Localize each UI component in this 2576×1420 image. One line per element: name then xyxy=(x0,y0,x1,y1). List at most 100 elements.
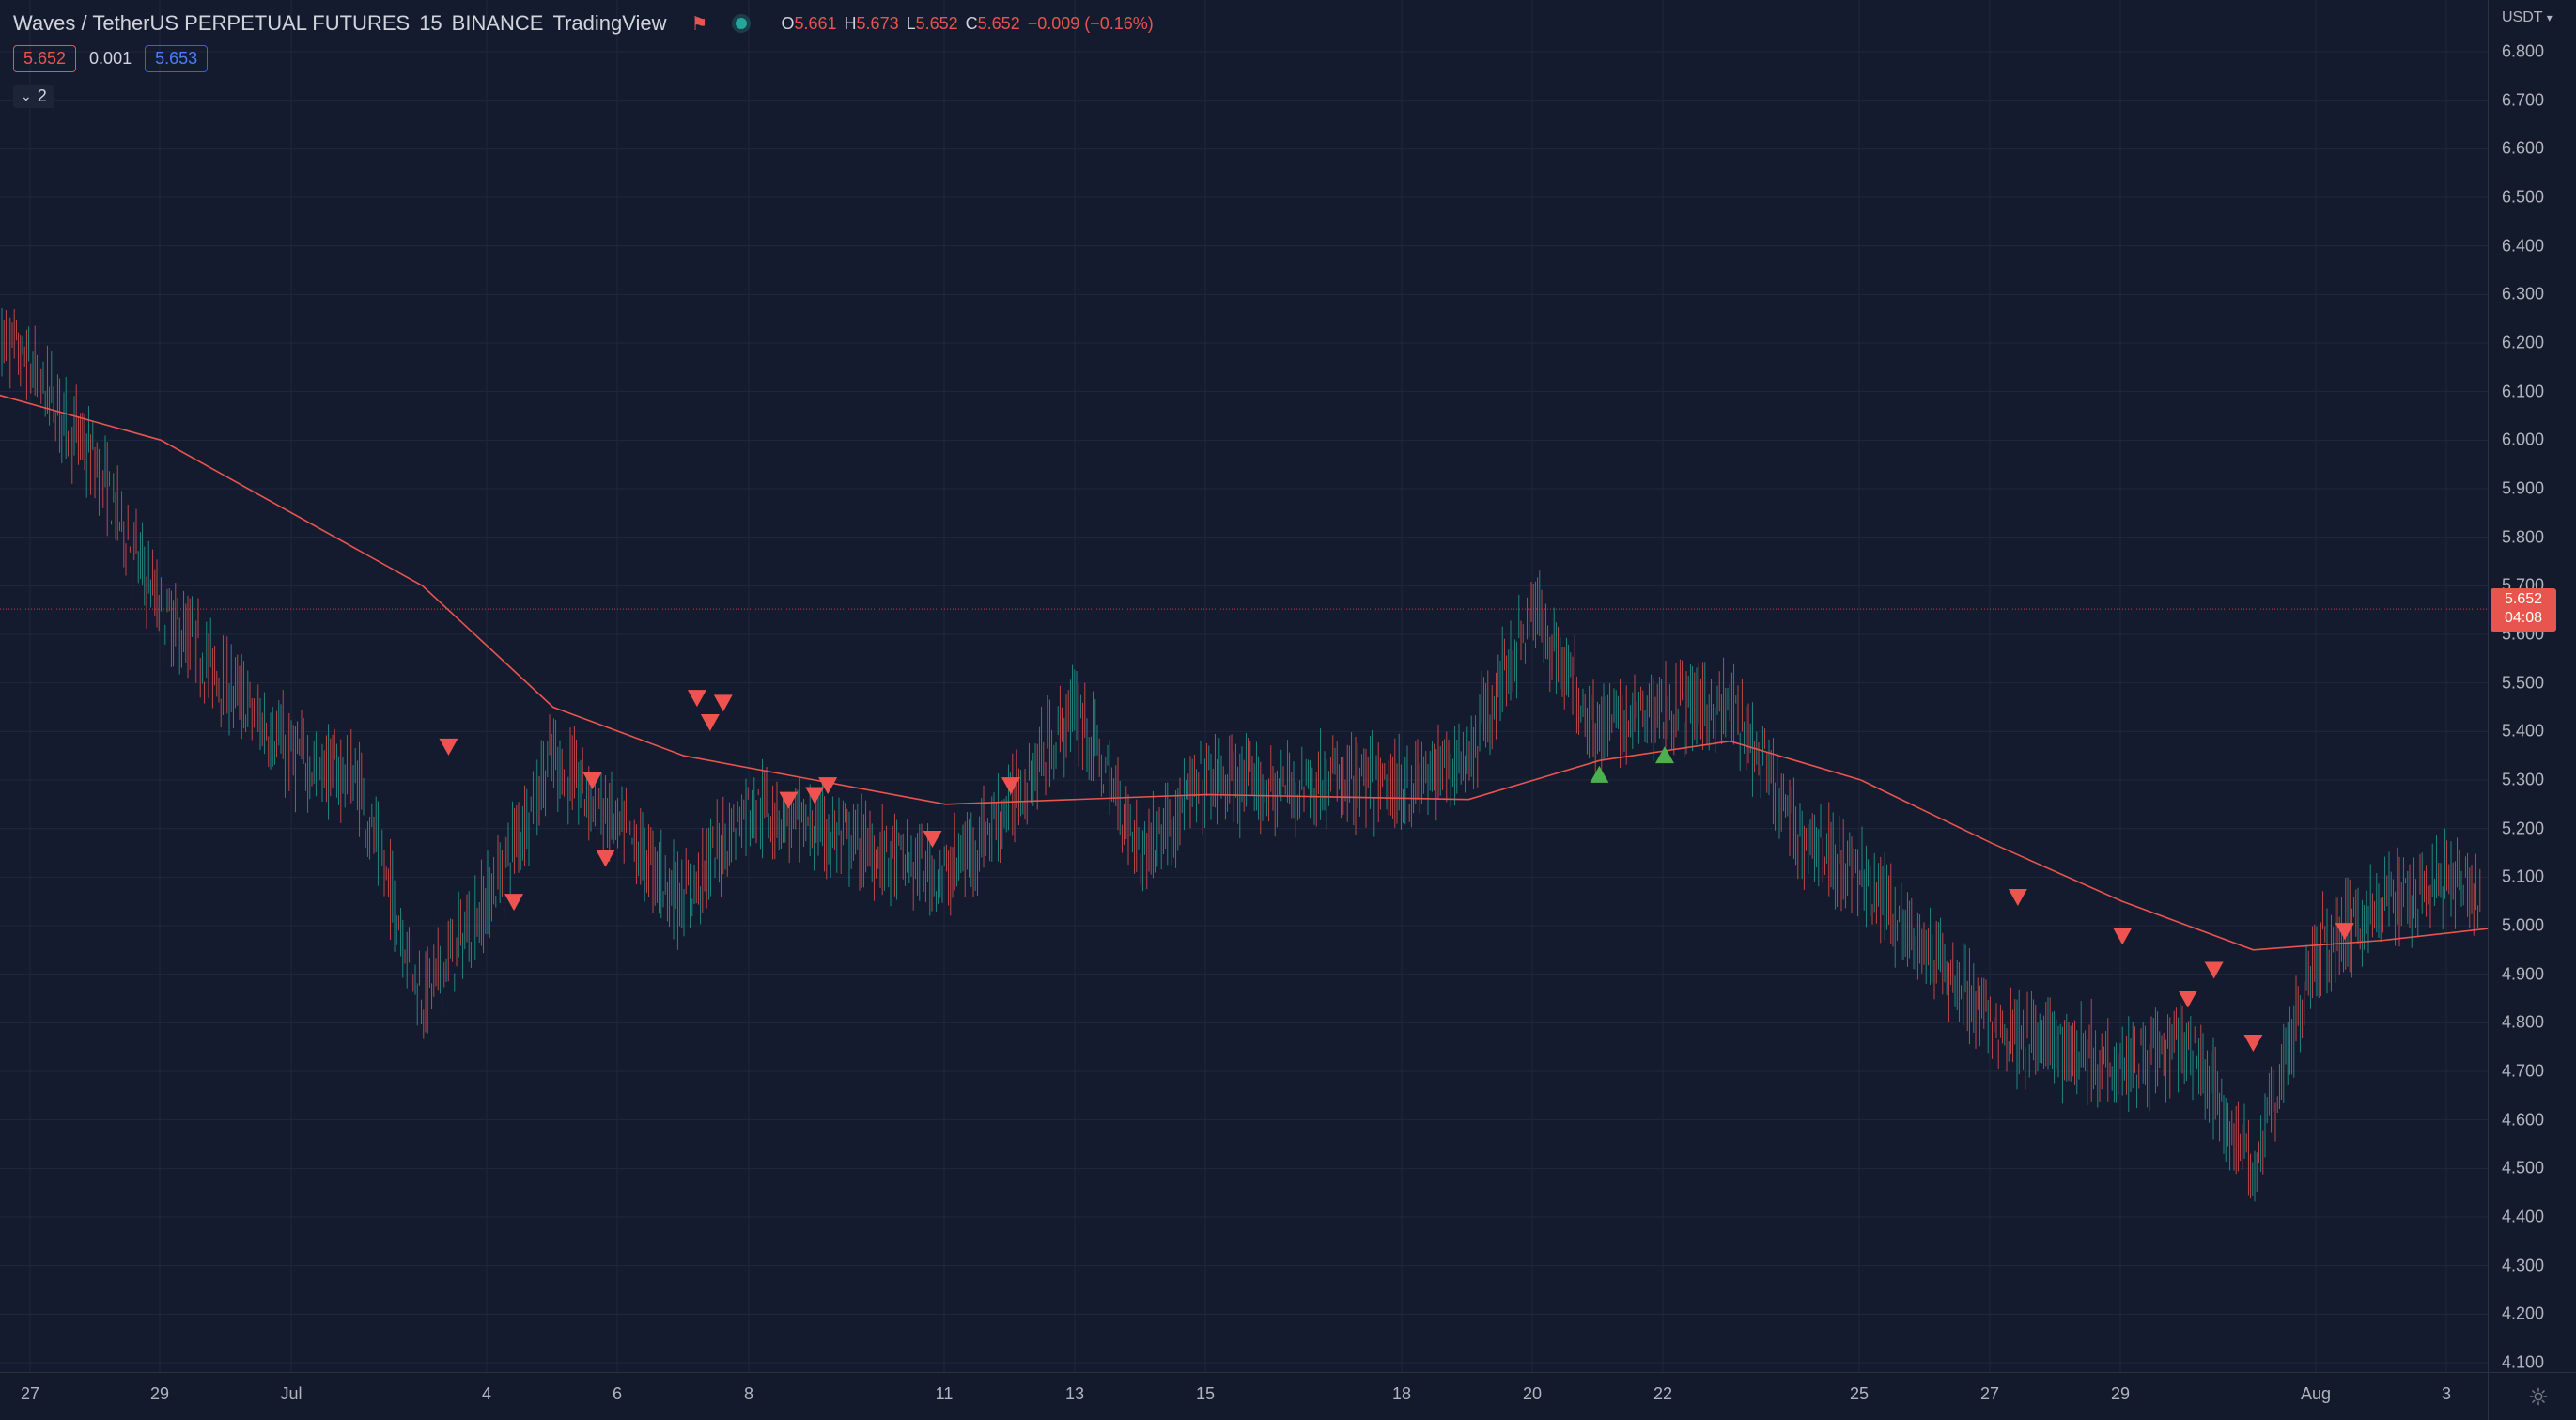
chart-pane[interactable]: Waves / TetherUS PERPETUAL FUTURES 15 BI… xyxy=(0,0,2488,1372)
price-scale[interactable]: USDT ▾ 6.800 6.700 6.600 6.500 6.400 6.300 6.2… xyxy=(2488,0,2576,1372)
time-tick: 18 xyxy=(1391,1384,1412,1403)
scale-settings-corner[interactable] xyxy=(2488,1372,2576,1420)
sell-signal-marker xyxy=(805,787,825,804)
price-tick: 6.400 xyxy=(2502,236,2545,256)
bar-countdown: 04:08 xyxy=(2504,610,2543,627)
spread-value: 0.001 xyxy=(89,49,132,68)
time-tick: Jul xyxy=(280,1384,303,1403)
price-tick: 6.000 xyxy=(2502,429,2545,449)
exchange-label: BINANCE xyxy=(451,11,544,35)
currency-label: USDT xyxy=(2502,9,2543,25)
sell-signal-marker xyxy=(2243,1035,2263,1053)
price-tick: 4.500 xyxy=(2502,1158,2545,1178)
ohlc-open-label: O xyxy=(781,13,795,33)
buy-price-button[interactable]: 5.653 xyxy=(145,45,209,72)
buy-signal-marker xyxy=(1590,765,1609,783)
ohlc-high-label: H xyxy=(844,13,857,33)
chevron-down-icon: ▾ xyxy=(2546,11,2553,24)
sell-signal-marker xyxy=(439,738,458,756)
sell-signal-marker xyxy=(818,777,838,795)
price-tick: 4.400 xyxy=(2502,1207,2545,1226)
sell-signal-marker xyxy=(2008,889,2027,907)
time-tick: 3 xyxy=(2441,1384,2452,1403)
price-tick: 5.100 xyxy=(2502,866,2545,886)
sell-signal-marker xyxy=(2113,928,2133,945)
sell-signal-marker xyxy=(700,714,720,732)
time-tick: 13 xyxy=(1064,1384,1085,1403)
sell-signal-marker xyxy=(779,791,799,809)
ohlc-close-label: C xyxy=(965,13,978,33)
price-tick: 6.500 xyxy=(2502,187,2545,207)
time-tick: 20 xyxy=(1522,1384,1543,1403)
price-tick: 5.400 xyxy=(2502,721,2545,741)
indicators-toggle[interactable]: ⌄ 2 xyxy=(13,85,54,108)
price-tick: 5.500 xyxy=(2502,673,2545,693)
moving-average-line xyxy=(0,394,2488,951)
price-tick: 5.900 xyxy=(2502,478,2545,498)
time-tick: 25 xyxy=(1849,1384,1870,1403)
last-price-label: 5.652 04:08 xyxy=(2491,588,2556,632)
sell-signal-marker xyxy=(2204,961,2224,979)
time-tick: 29 xyxy=(149,1384,170,1403)
price-tick: 4.200 xyxy=(2502,1303,2545,1323)
sell-signal-marker xyxy=(2178,991,2197,1008)
ohlc-low-value: 5.652 xyxy=(915,13,958,33)
sell-price-button[interactable]: 5.652 xyxy=(13,45,77,72)
sell-signal-marker xyxy=(687,690,706,708)
price-tick: 5.800 xyxy=(2502,527,2545,547)
price-tick: 5.300 xyxy=(2502,770,2545,789)
sell-signal-marker xyxy=(504,894,524,912)
time-tick: 29 xyxy=(2110,1384,2131,1403)
price-tick: 6.700 xyxy=(2502,90,2545,110)
price-tick: 4.100 xyxy=(2502,1352,2545,1372)
symbol-legend: Waves / TetherUS PERPETUAL FUTURES 15 BI… xyxy=(13,11,1154,36)
price-tick: 4.800 xyxy=(2502,1012,2545,1032)
price-tick: 4.600 xyxy=(2502,1110,2545,1130)
sell-signal-marker xyxy=(582,772,602,790)
time-tick: 15 xyxy=(1195,1384,1216,1403)
time-tick: 27 xyxy=(1979,1384,2000,1403)
ohlc-open-value: 5.661 xyxy=(794,13,837,33)
chevron-down-icon: ⌄ xyxy=(21,88,32,103)
time-tick: 11 xyxy=(935,1384,954,1403)
time-tick: 4 xyxy=(481,1384,492,1403)
sell-signal-marker xyxy=(923,831,942,849)
ohlc-low-label: L xyxy=(906,13,916,33)
candles xyxy=(1,307,2481,1202)
price-tick: 6.800 xyxy=(2502,41,2545,61)
gear-icon[interactable] xyxy=(2528,1386,2549,1407)
time-tick: 8 xyxy=(743,1384,754,1403)
ohlc-high-value: 5.673 xyxy=(856,13,899,33)
price-tick: 6.200 xyxy=(2502,333,2545,352)
sell-signal-marker xyxy=(596,850,615,867)
market-status-icon[interactable] xyxy=(736,18,748,29)
time-tick: 22 xyxy=(1653,1384,1673,1403)
sell-signal-marker xyxy=(1001,777,1020,795)
ohlc-change: −0.009 (−0.16%) xyxy=(1027,13,1154,33)
last-price-value: 5.652 xyxy=(2504,591,2543,608)
flag-icon[interactable]: ⚑ xyxy=(691,13,708,35)
grid-lines xyxy=(0,0,2488,1372)
price-tick: 6.300 xyxy=(2502,284,2545,304)
price-tick: 5.000 xyxy=(2502,915,2545,935)
interval-label[interactable]: 15 xyxy=(419,11,442,35)
price-tick: 4.300 xyxy=(2502,1256,2545,1275)
sell-signal-marker xyxy=(2335,923,2354,941)
time-scale[interactable]: 27 29 Jul 4 6 8 11 13 15 18 20 22 25 27 29 Aug 3 xyxy=(0,1372,2488,1420)
price-chart[interactable] xyxy=(0,0,2488,1372)
sell-signal-marker xyxy=(713,694,733,712)
price-tick: 5.200 xyxy=(2502,819,2545,838)
source-label: TradingView xyxy=(552,11,667,35)
symbol-name[interactable]: Waves / TetherUS PERPETUAL FUTURES xyxy=(13,11,411,35)
buy-signal-marker xyxy=(1655,746,1674,764)
price-tick: 4.700 xyxy=(2502,1061,2545,1081)
price-tick: 6.600 xyxy=(2502,138,2545,158)
price-tick: 4.900 xyxy=(2502,964,2545,984)
bid-ask-row: 5.652 0.001 5.653 xyxy=(13,45,209,72)
indicator-count: 2 xyxy=(37,86,47,105)
ohlc-close-value: 5.652 xyxy=(977,13,1020,33)
price-tick: 6.100 xyxy=(2502,382,2545,401)
time-tick: Aug xyxy=(2300,1384,2332,1403)
time-tick: 6 xyxy=(612,1384,623,1403)
currency-selector[interactable]: USDT ▾ xyxy=(2502,9,2553,26)
